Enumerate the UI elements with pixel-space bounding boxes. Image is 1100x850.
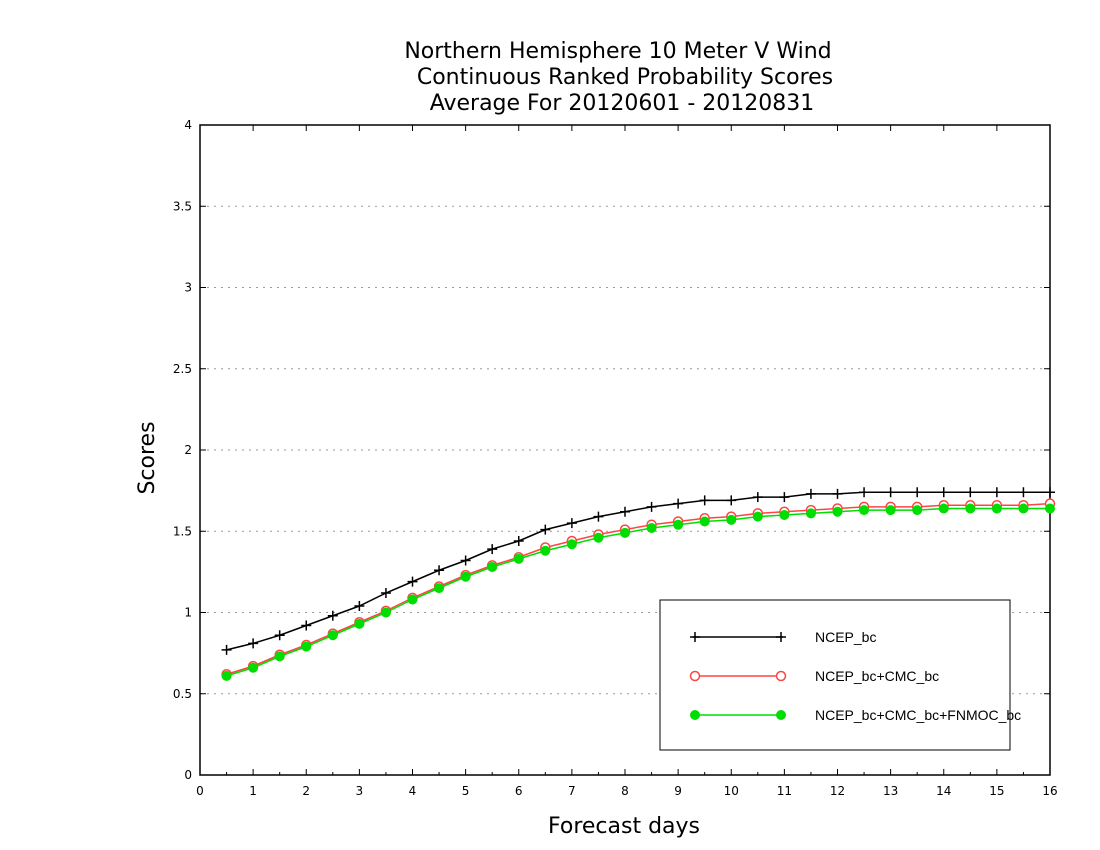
data-point bbox=[620, 527, 630, 538]
data-point bbox=[593, 532, 604, 543]
y-tick-label: 2 bbox=[184, 443, 192, 457]
data-point bbox=[327, 630, 338, 641]
x-tick-label: 11 bbox=[777, 784, 792, 798]
x-tick-label: 1 bbox=[249, 784, 257, 798]
data-point bbox=[221, 670, 232, 681]
x-tick-label: 8 bbox=[621, 784, 629, 798]
y-tick-label: 3.5 bbox=[173, 199, 192, 213]
data-point bbox=[726, 514, 737, 525]
data-point bbox=[752, 511, 763, 522]
legend-box bbox=[659, 599, 1011, 751]
x-tick-label: 6 bbox=[515, 784, 523, 798]
data-point bbox=[301, 641, 312, 652]
data-point bbox=[673, 519, 684, 530]
data-point bbox=[1018, 503, 1029, 514]
data-point bbox=[779, 510, 790, 520]
data-point bbox=[434, 583, 445, 594]
x-tick-label: 5 bbox=[462, 784, 470, 798]
x-tick-label: 12 bbox=[830, 784, 845, 798]
x-tick-label: 7 bbox=[568, 784, 576, 798]
data-point bbox=[460, 571, 471, 582]
x-tick-label: 14 bbox=[936, 784, 951, 798]
chart-title-line-1: Northern Hemisphere 10 Meter V Wind bbox=[404, 39, 831, 64]
data-point bbox=[1045, 503, 1055, 514]
x-tick-label: 2 bbox=[302, 784, 310, 798]
data-point bbox=[566, 539, 577, 550]
y-tick-label: 0 bbox=[184, 768, 192, 782]
series-lines bbox=[221, 487, 1056, 681]
series-1 bbox=[221, 487, 1055, 655]
y-tick-label: 1 bbox=[184, 606, 192, 620]
x-tick-label: 16 bbox=[1042, 784, 1057, 798]
data-point bbox=[776, 710, 786, 720]
data-point bbox=[885, 505, 896, 516]
chart-title-line-2: Continuous Ranked Probability Scores bbox=[417, 65, 833, 90]
y-tick-label: 1.5 bbox=[173, 524, 192, 538]
data-point bbox=[689, 670, 701, 682]
data-point bbox=[805, 508, 816, 519]
x-tick-label: 4 bbox=[409, 784, 417, 798]
x-tick-label: 13 bbox=[883, 784, 898, 798]
legend: NCEP_bc NCEP_bc+CMC_bc NCEP_bc+CMC_bc+FNMO… bbox=[659, 599, 1021, 751]
y-tick-label: 2.5 bbox=[173, 362, 192, 376]
data-point bbox=[354, 618, 365, 629]
data-point bbox=[965, 503, 976, 514]
data-point bbox=[859, 505, 870, 516]
x-tick-label: 0 bbox=[196, 784, 204, 798]
chart-title: Northern Hemisphere 10 Meter V Wind Cont… bbox=[404, 39, 833, 116]
data-point bbox=[274, 651, 285, 662]
x-axis-label: Forecast days bbox=[548, 814, 700, 839]
data-point bbox=[690, 710, 700, 720]
legend-label: NCEP_bc+CMC_bc+FNMOC_bc bbox=[815, 707, 1021, 723]
y-tick-label: 3 bbox=[184, 281, 192, 295]
x-tick-label: 15 bbox=[989, 784, 1004, 798]
chart-title-line-3: Average For 20120601 - 20120831 bbox=[430, 91, 815, 116]
x-tick-label: 10 bbox=[724, 784, 739, 798]
data-point bbox=[912, 505, 923, 516]
data-point bbox=[991, 503, 1002, 514]
y-axis-label: Scores bbox=[135, 421, 160, 494]
legend-label: NCEP_bc bbox=[815, 629, 876, 645]
data-point bbox=[938, 503, 949, 514]
data-point bbox=[513, 553, 524, 564]
data-point bbox=[487, 562, 498, 572]
x-tick-label: 3 bbox=[356, 784, 364, 798]
series-3 bbox=[221, 503, 1055, 681]
data-point bbox=[832, 506, 843, 517]
data-point bbox=[699, 516, 710, 527]
y-tick-label: 0.5 bbox=[173, 687, 192, 701]
data-point bbox=[407, 594, 418, 605]
legend-label: NCEP_bc+CMC_bc bbox=[815, 668, 939, 684]
x-tick-label: 9 bbox=[674, 784, 682, 798]
data-point bbox=[646, 523, 657, 533]
y-tick-label: 4 bbox=[184, 118, 192, 132]
axis-ticks: 0 1 2 3 4 5 6 7 8 9 10 11 12 13 14 15 1600.511.522.533.5… bbox=[173, 118, 1058, 798]
data-point bbox=[540, 545, 551, 556]
data-point bbox=[380, 607, 391, 618]
data-point bbox=[248, 662, 259, 673]
data-point bbox=[775, 670, 787, 682]
